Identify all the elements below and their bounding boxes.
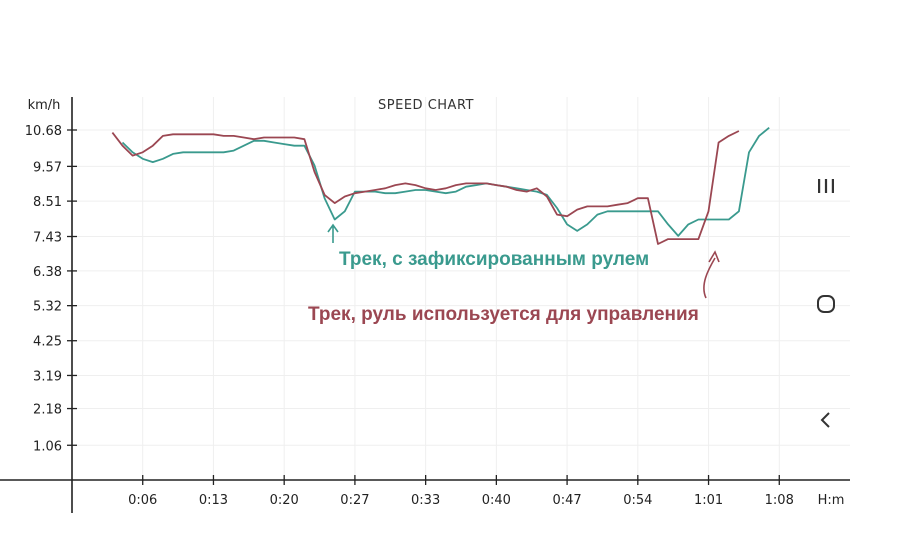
x-tick-label: 1:08 [765,493,794,508]
y-tick-label: 6.38 [33,265,62,280]
x-tick-label: 0:47 [552,493,581,508]
teal-annotation-arrow [327,223,339,243]
y-axis-unit-label: km/h [28,98,61,113]
x-tick-label: 0:54 [623,493,652,508]
x-tick-label: 0:13 [199,493,228,508]
recent-apps-icon [818,179,834,193]
back-button[interactable] [806,400,846,440]
red-series-annotation: Трек, руль используется для управления [308,304,699,325]
y-axis-ticks: 1.06 2.18 3.19 4.25 5.32 6.38 7.43 8.51 9.57 10.6… [25,124,77,454]
home-icon [817,295,835,313]
teal-series-annotation: Трек, с зафиксированным рулем [339,249,649,270]
y-tick-label: 2.18 [33,403,62,418]
recent-apps-button[interactable] [806,166,846,206]
series-line-fixed-handlebar [121,127,770,237]
series-lines [111,127,770,245]
back-icon [820,412,830,428]
red-annotation-arrow [703,250,720,299]
y-tick-label: 3.19 [33,369,62,384]
y-tick-label: 5.32 [33,300,62,315]
y-tick-label: 7.43 [33,231,62,246]
x-tick-label: 1:01 [694,493,723,508]
y-tick-label: 8.51 [33,195,62,210]
x-tick-label: 0:20 [270,493,299,508]
chart-title: SPEED CHART [378,98,474,113]
x-tick-label: 0:33 [411,493,440,508]
y-tick-label: 1.06 [33,439,62,454]
x-axis-ticks: 0:06 0:13 0:20 0:27 0:33 0:40 0:47 0:54 1:01 1:08 [128,475,794,508]
series-line-steering-handlebar [111,130,740,245]
y-tick-label: 10.68 [25,124,62,139]
x-tick-label: 0:40 [482,493,511,508]
chart-grid [72,97,850,480]
x-axis-unit-label: H:m [818,493,845,508]
x-tick-label: 0:06 [128,493,157,508]
x-tick-label: 0:27 [340,493,369,508]
y-tick-label: 4.25 [33,335,62,350]
y-tick-label: 9.57 [33,160,62,175]
home-button[interactable] [806,284,846,324]
